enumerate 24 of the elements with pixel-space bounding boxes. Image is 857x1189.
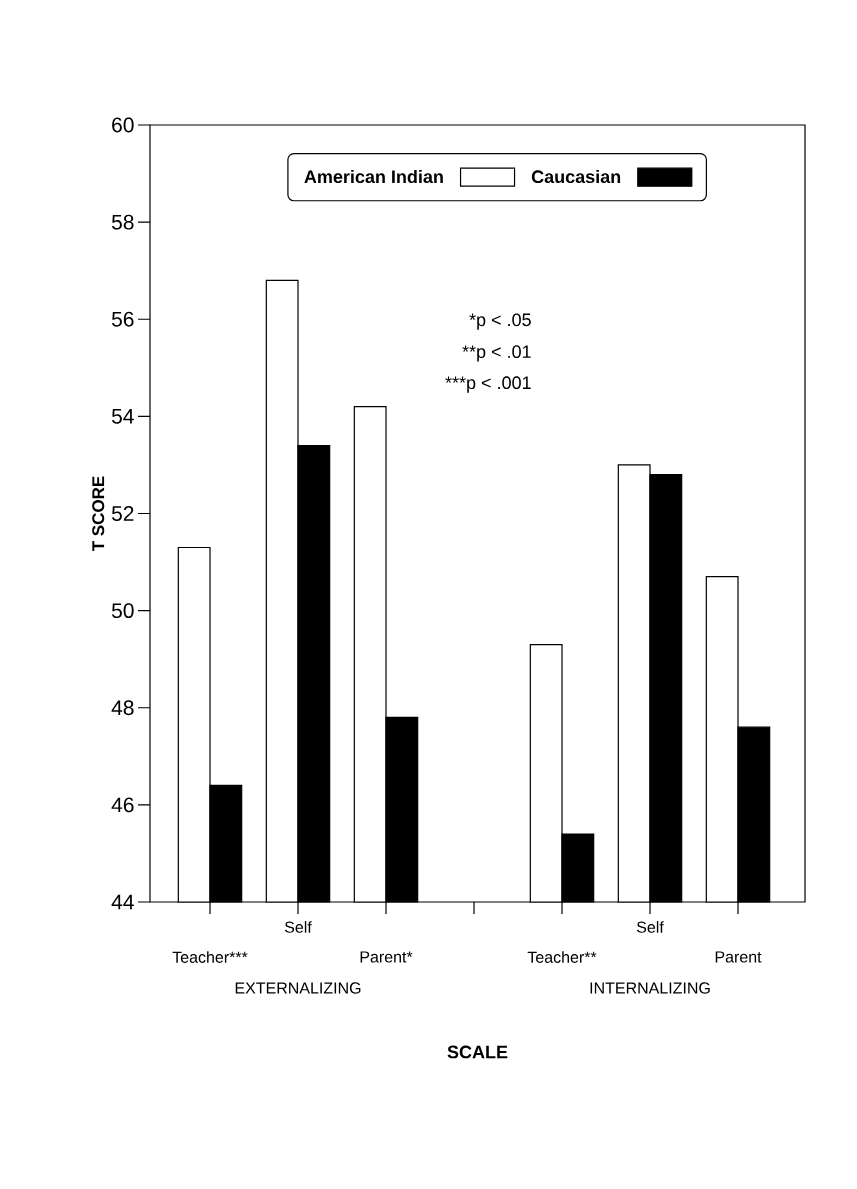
y-tick-label: 46 (111, 797, 134, 813)
annotation: **p < .01 (462, 345, 531, 362)
x-tick-label: Teacher** (527, 951, 597, 963)
x-tick-label: Parent (715, 951, 762, 963)
legend-label: American Indian (304, 169, 443, 184)
y-tick-label: 58 (111, 214, 134, 230)
y-tick-label: 48 (111, 700, 134, 716)
x-tick-label: Self (636, 921, 664, 933)
y-tick-label: 56 (111, 311, 134, 327)
annotation: *p < .05 (469, 313, 531, 330)
text: INTERNALIZING (590, 982, 710, 994)
y-tick-label: 52 (111, 506, 134, 521)
x-tick-label: Parent* (360, 951, 413, 963)
legend-label: Caucasian (531, 169, 621, 184)
y-tick-label: 44 (111, 894, 134, 910)
annotation: ***p < .001 (445, 376, 531, 393)
y-tick-label: 54 (111, 409, 134, 424)
x-tick-label: Teacher*** (172, 951, 248, 963)
y-axis-title: T SCORE (92, 476, 105, 552)
text: EXTERNALIZING (235, 982, 361, 994)
x-tick-label: Self (284, 921, 312, 933)
x-axis-title: SCALE (447, 1045, 508, 1059)
y-tick-label: 50 (111, 603, 134, 619)
y-tick-label: 60 (112, 117, 134, 133)
